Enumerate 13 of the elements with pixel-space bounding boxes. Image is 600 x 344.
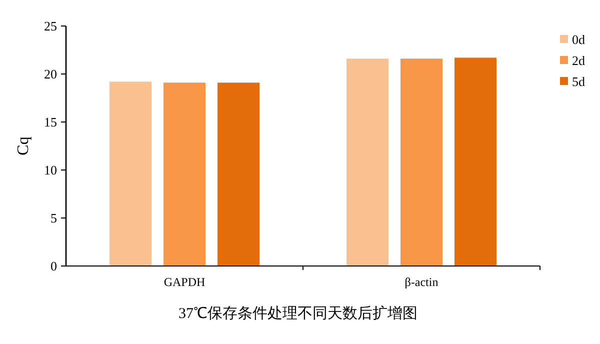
legend-label: 0d: [572, 32, 586, 47]
y-tick-label: 20: [44, 66, 57, 82]
x-tick-label: GAPDH: [164, 275, 206, 289]
y-tick-label: 15: [44, 114, 57, 130]
y-tick-label: 5: [50, 210, 57, 226]
y-axis-title: Cq: [15, 136, 32, 156]
y-tick-label: 25: [44, 18, 57, 34]
x-axis-title: 37℃保存条件处理不同天数后扩增图: [178, 305, 418, 322]
x-tick-label: β-actin: [404, 275, 438, 289]
legend-label: 5d: [572, 74, 586, 89]
y-tick-label: 0: [50, 258, 57, 274]
legend-label: 2d: [572, 53, 586, 68]
y-tick-label: 10: [44, 162, 57, 178]
